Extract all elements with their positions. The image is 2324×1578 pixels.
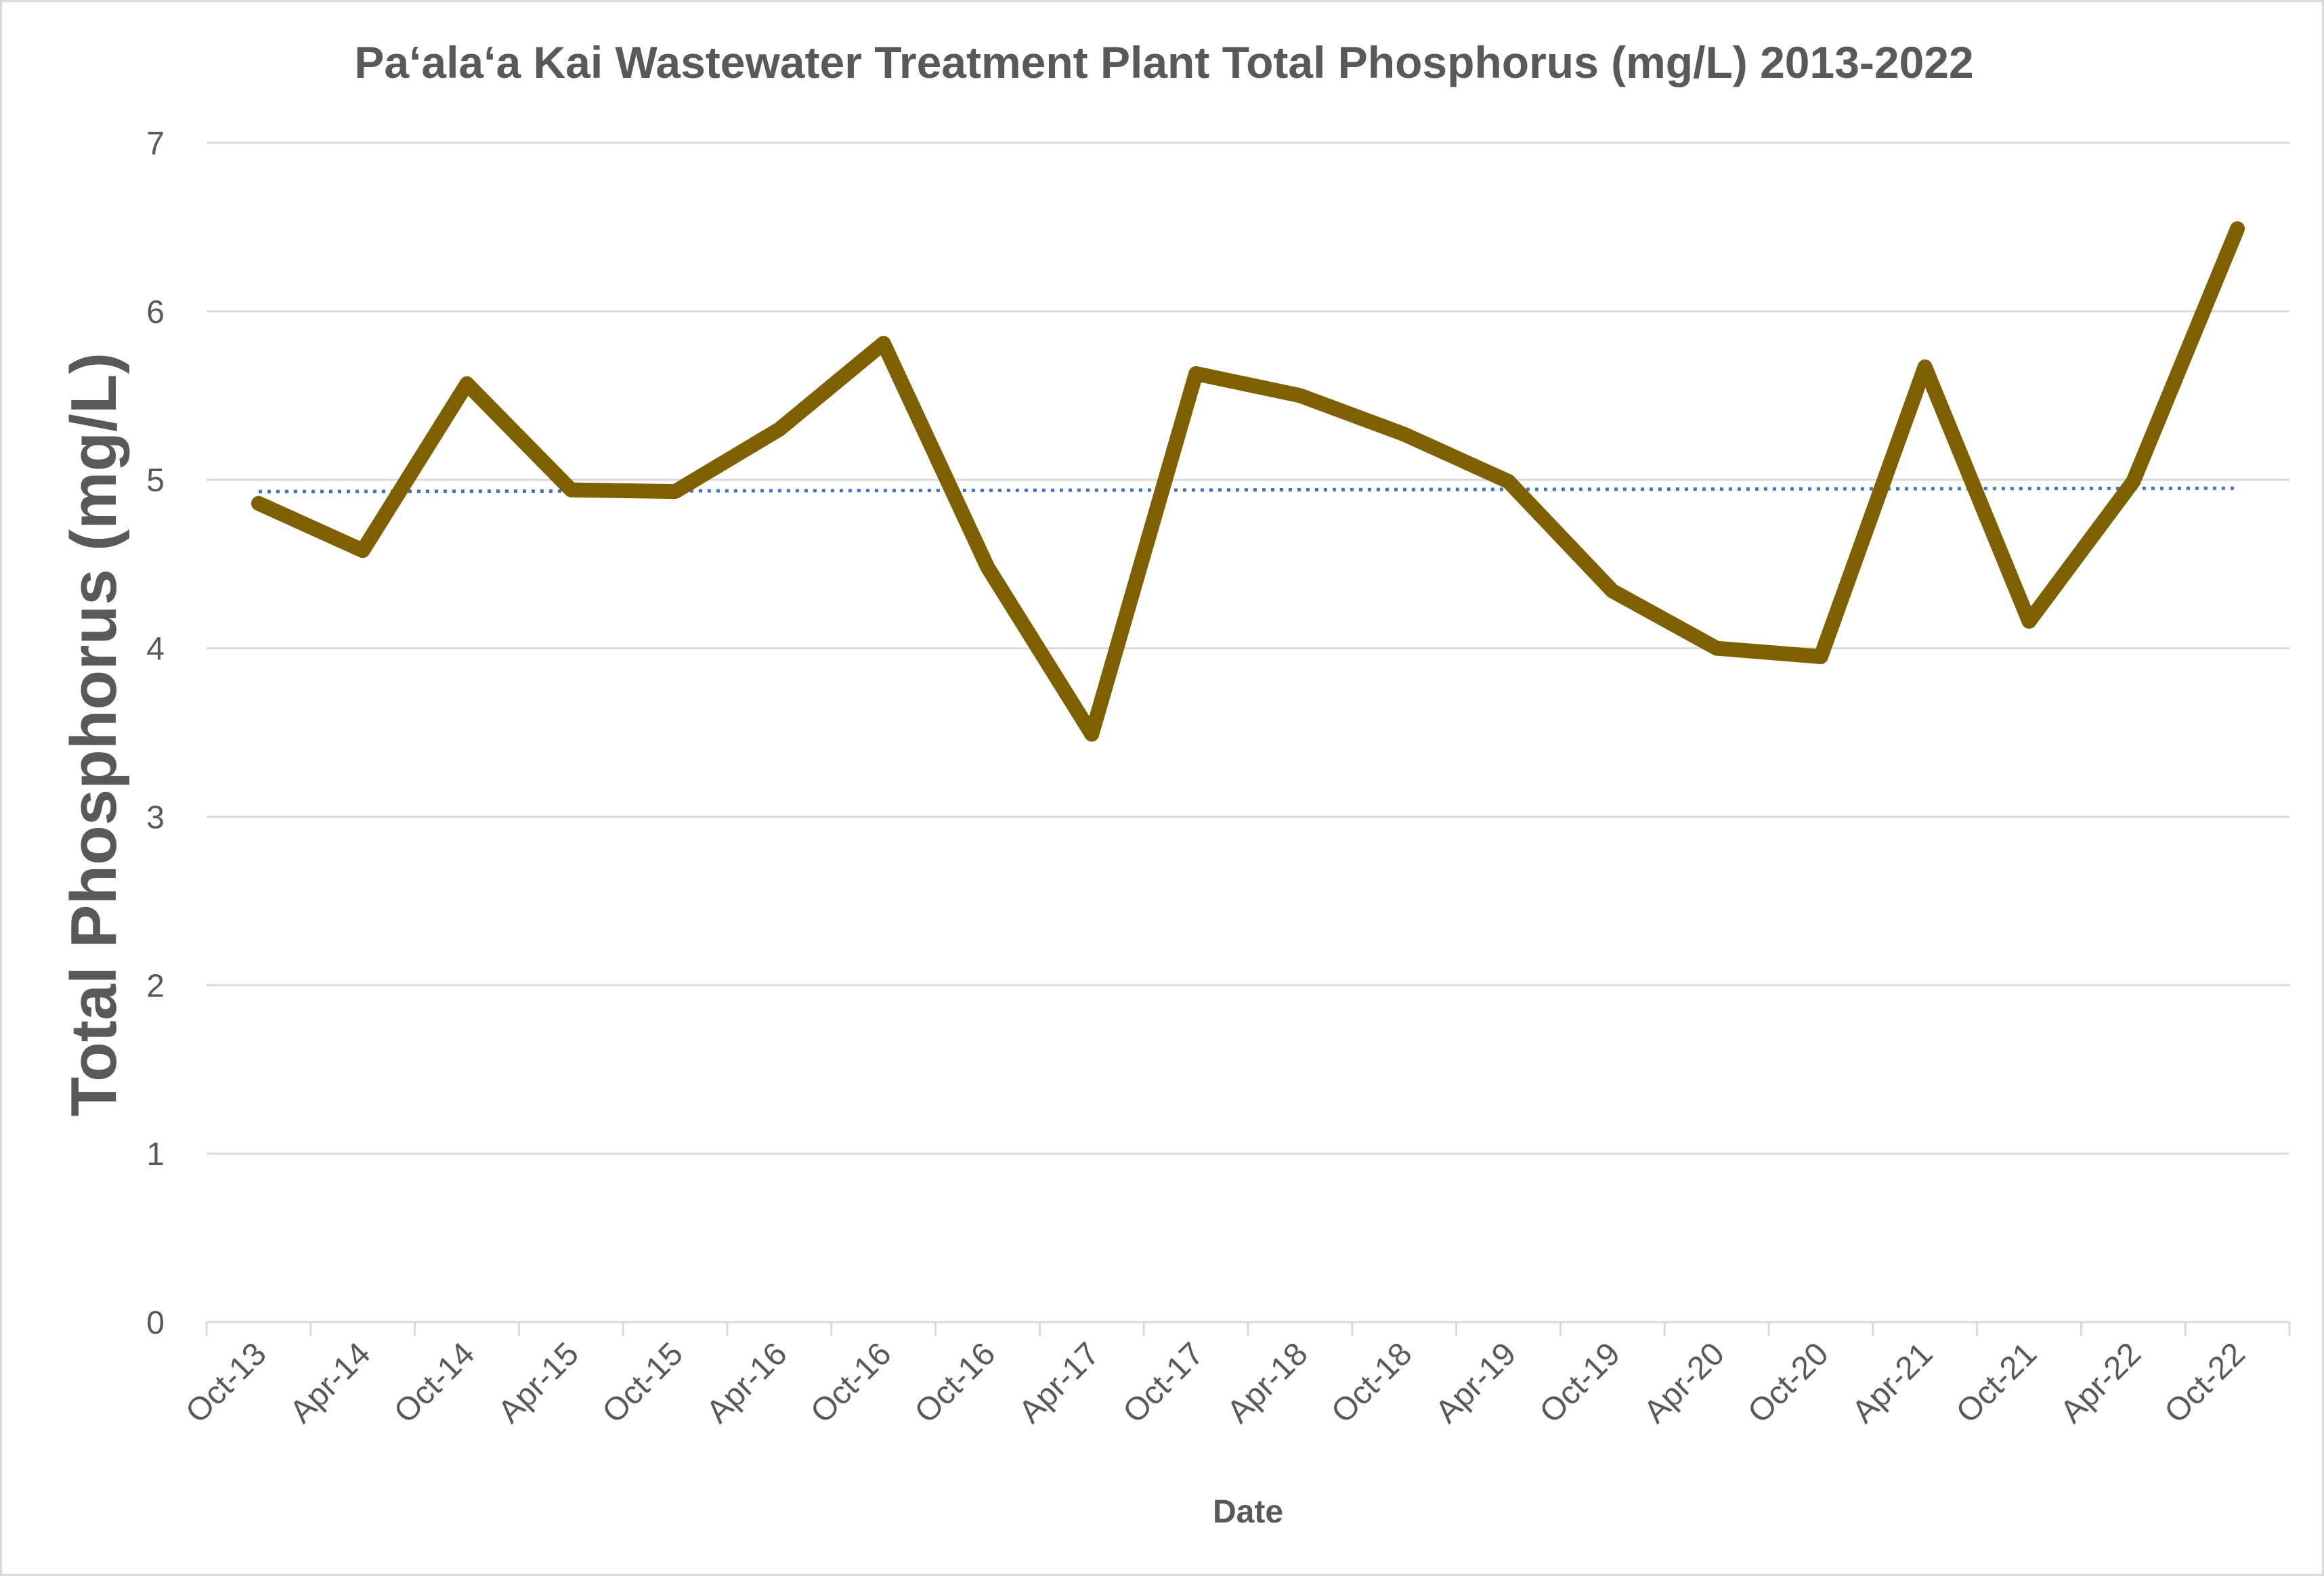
y-tick-label: 3 xyxy=(146,799,165,835)
chart-title: Pa‘ala‘a Kai Wastewater Treatment Plant … xyxy=(354,37,1973,87)
y-tick-label: 7 xyxy=(146,126,165,162)
x-tick-label: Oct-17 xyxy=(1117,1336,1211,1430)
x-axis-title: Date xyxy=(1213,1494,1283,1530)
x-tick-label: Oct-16 xyxy=(908,1336,1002,1430)
y-axis-title: Total Phosphorus (mg/L) xyxy=(58,353,130,1117)
trendline-series xyxy=(259,488,2237,491)
x-tick-label: Apr-20 xyxy=(1637,1336,1731,1430)
phosphorus-series-line xyxy=(259,229,2237,735)
x-tick-label: Oct-14 xyxy=(387,1336,481,1430)
x-tick-label: Oct-13 xyxy=(179,1336,273,1430)
x-tick-label: Apr-21 xyxy=(1845,1336,1939,1430)
axes xyxy=(207,1322,2289,1336)
y-tick-label: 1 xyxy=(146,1137,165,1172)
x-tick-label: Oct-20 xyxy=(1741,1336,1835,1430)
x-tick-label: Oct-22 xyxy=(2158,1336,2252,1430)
x-tick-label: Apr-19 xyxy=(1429,1336,1523,1430)
x-tick-label: Oct-19 xyxy=(1533,1336,1627,1430)
gridlines xyxy=(207,143,2289,1154)
x-tick-label: Apr-18 xyxy=(1220,1336,1314,1430)
series xyxy=(259,229,2237,735)
x-tick-label: Apr-17 xyxy=(1012,1336,1106,1430)
y-tick-label: 0 xyxy=(146,1305,165,1341)
y-tick-label: 4 xyxy=(146,632,165,667)
x-tick-label: Oct-15 xyxy=(596,1336,690,1430)
y-tick-label: 5 xyxy=(146,463,165,499)
x-tick-label: Apr-15 xyxy=(492,1336,586,1430)
x-tick-label: Apr-22 xyxy=(2054,1336,2148,1430)
x-tick-label: Apr-14 xyxy=(283,1336,377,1430)
x-tick-label: Oct-16 xyxy=(804,1336,898,1430)
x-tick-label: Apr-16 xyxy=(700,1336,794,1430)
x-tick-label: Oct-18 xyxy=(1325,1336,1419,1430)
y-tick-label: 2 xyxy=(146,968,165,1004)
x-tick-label: Oct-21 xyxy=(1950,1336,2044,1430)
y-tick-labels: 0 1 2 3 4 5 6 7 xyxy=(146,126,165,1341)
y-tick-label: 6 xyxy=(146,294,165,330)
